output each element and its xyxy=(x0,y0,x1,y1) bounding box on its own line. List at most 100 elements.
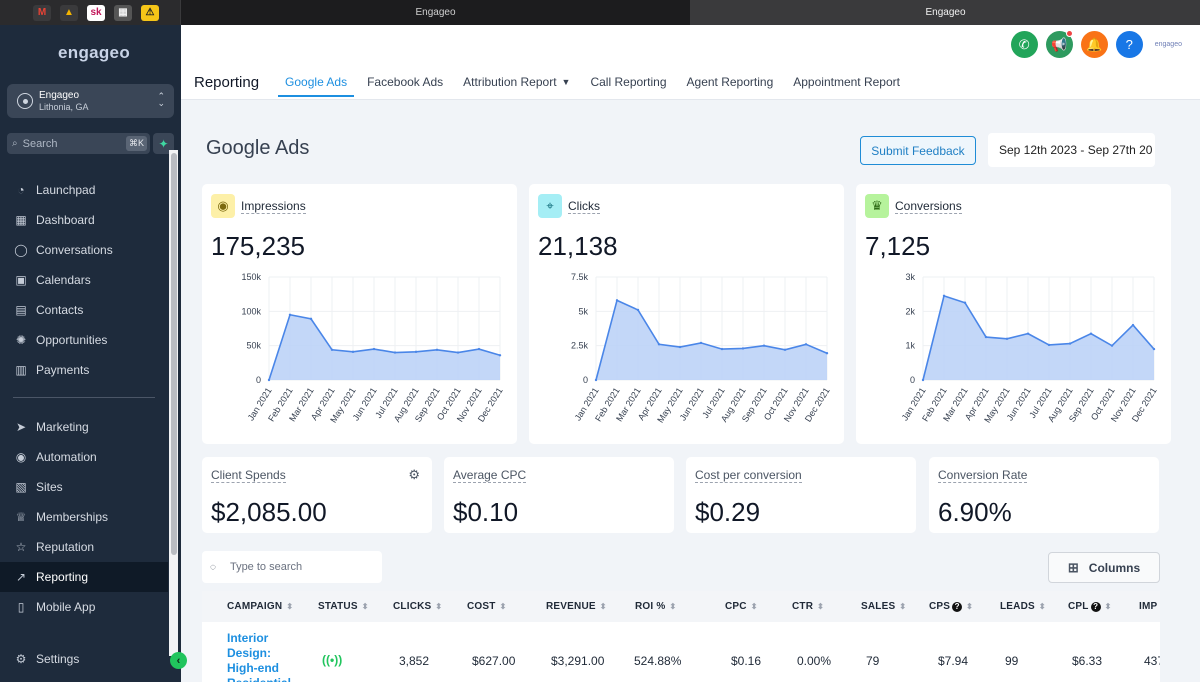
sidebar-item-label: Launchpad xyxy=(36,183,96,197)
star-icon: ☆ xyxy=(15,540,27,554)
sidebar-item-mobile-app[interactable]: ▯ Mobile App xyxy=(0,592,168,622)
metric-card-header: ⌖ Clicks xyxy=(538,194,600,218)
sidebar-item-label: Opportunities xyxy=(36,333,108,347)
chat-icon: ◯ xyxy=(14,243,28,257)
browser-tab[interactable]: Engageo xyxy=(180,0,690,25)
sidebar-item-label: Calendars xyxy=(36,273,91,287)
gmail-icon[interactable]: M xyxy=(33,4,51,21)
sidebar-item-settings[interactable]: ⚙ Settings xyxy=(0,644,168,674)
app-logo[interactable]: engageo xyxy=(58,43,131,62)
table-cell: 437 xyxy=(1144,654,1160,668)
campaign-link[interactable]: Interior Design: High-end Residential xyxy=(227,631,291,682)
column-header-campaign[interactable]: CAMPAIGN ⬍ xyxy=(227,601,293,612)
columns-label: Columns xyxy=(1088,560,1141,575)
table-cell: 79 xyxy=(866,654,880,668)
column-header-ctr[interactable]: CTR ⬍ xyxy=(792,601,824,612)
account-switcher[interactable]: Engageo Lithonia, GA ⌃ ⌄ xyxy=(7,84,174,118)
column-header-sales[interactable]: SALES ⬍ xyxy=(861,601,906,612)
series-line xyxy=(922,294,1155,381)
sidebar-item-calendars[interactable]: ▣ Calendars xyxy=(0,265,168,295)
metric-card-header: ◉ Impressions xyxy=(211,194,306,218)
tab-appointment-report[interactable]: Appointment Report xyxy=(793,67,900,97)
section-title: Reporting xyxy=(194,73,260,91)
tab-call-reporting[interactable]: Call Reporting xyxy=(590,67,666,97)
sidebar-item-contacts[interactable]: ▤ Contacts xyxy=(0,295,168,325)
sidebar-item-conversations[interactable]: ◯ Conversations xyxy=(0,235,168,265)
column-header-cpc[interactable]: CPC ⬍ xyxy=(725,601,758,612)
browser-tab-active[interactable]: Engageo xyxy=(690,0,1200,25)
sidebar-item-sites[interactable]: ▧ Sites xyxy=(0,472,168,502)
kpi-card-cost-per-conversion: Cost per conversion $0.29 xyxy=(686,457,916,533)
data-point xyxy=(921,378,925,382)
column-header-clicks[interactable]: CLICKS ⬍ xyxy=(393,601,442,612)
column-header-revenue[interactable]: REVENUE ⬍ xyxy=(546,601,607,612)
column-header-leads[interactable]: LEADS ⬍ xyxy=(1000,601,1046,612)
broadcast-status-icon: ((•)) xyxy=(322,653,343,667)
column-header-cost[interactable]: COST ⬍ xyxy=(467,601,507,612)
area-fill xyxy=(596,300,827,380)
sidebar-item-reporting[interactable]: ↗ Reporting xyxy=(0,562,168,592)
collapse-sidebar-button[interactable]: ‹ xyxy=(170,652,187,669)
mobile-icon: ▯ xyxy=(17,600,25,614)
browser-tab-bar: M ▲ sk ▦ ⚠ Engageo Engageo xyxy=(0,0,1200,25)
column-header-cps[interactable]: CPS? ⬍ xyxy=(929,601,973,612)
sidebar-item-payments[interactable]: ▥ Payments xyxy=(0,355,168,385)
sort-icon: ⬍ xyxy=(669,602,677,611)
column-header-status[interactable]: STATUS ⬍ xyxy=(318,601,369,612)
data-point xyxy=(330,348,334,351)
column-header-roi[interactable]: ROI % ⬍ xyxy=(635,601,676,612)
sketch-icon[interactable]: ⚠ xyxy=(141,4,159,21)
sidebar-search[interactable]: ⌕ Search ⌘K xyxy=(7,133,150,154)
sidebar-item-marketing[interactable]: ➤ Marketing xyxy=(0,412,168,442)
tab-attribution-report[interactable]: Attribution Report ▼ xyxy=(463,67,570,97)
column-header-cpl[interactable]: CPL? ⬍ xyxy=(1068,601,1112,612)
y-tick-label: 0 xyxy=(256,375,261,385)
sort-icon: ⬍ xyxy=(499,602,507,611)
trend-icon: ↗ xyxy=(15,570,27,584)
table-cell: $7.94 xyxy=(938,654,969,668)
tab-label: Call Reporting xyxy=(590,75,667,89)
date-range-picker[interactable]: Sep 12th 2023 - Sep 27th 20 xyxy=(988,133,1155,167)
sidebar-item-automation[interactable]: ◉ Automation xyxy=(0,442,168,472)
bell-button[interactable]: 🔔 xyxy=(1080,31,1108,58)
table-cell: $627.00 xyxy=(472,654,516,668)
tab-facebook-ads[interactable]: Facebook Ads xyxy=(367,67,443,97)
gear-icon: ⚙ xyxy=(15,652,27,666)
help-button[interactable]: ? xyxy=(1115,31,1143,58)
area-fill xyxy=(269,314,500,380)
column-header-label: CAMPAIGN xyxy=(227,601,283,612)
phone-button[interactable]: ✆ xyxy=(1010,31,1038,58)
megaphone-button[interactable]: 📢 xyxy=(1045,30,1073,58)
phone-icon: ✆ xyxy=(1018,36,1030,52)
kpi-value: $0.29 xyxy=(695,497,761,527)
y-tick-label: 7.5k xyxy=(571,272,589,282)
sk-icon[interactable]: sk xyxy=(87,4,105,21)
table-search-input[interactable]: ◌ Type to search xyxy=(202,551,382,583)
sidebar-scrollbar[interactable] xyxy=(171,153,177,555)
columns-button[interactable]: ⊞ Columns xyxy=(1048,552,1160,583)
data-point xyxy=(1068,342,1072,345)
data-point xyxy=(594,378,598,382)
data-point xyxy=(456,351,460,354)
tab-google-ads[interactable]: Google Ads xyxy=(278,67,355,97)
sidebar-item-label: Dashboard xyxy=(36,213,95,227)
sidebar-item-launchpad[interactable]: ◔ Launchpad xyxy=(0,175,168,205)
gear-icon[interactable]: ⚙ xyxy=(408,467,420,482)
column-header-imp[interactable]: IMP xyxy=(1139,601,1157,612)
clicks-icon: ⌖ xyxy=(538,194,562,218)
sidebar-item-reputation[interactable]: ☆ Reputation xyxy=(0,532,168,562)
table-cell: 524.88% xyxy=(634,654,682,668)
data-point xyxy=(309,317,313,321)
sidebar-item-dashboard[interactable]: ▦ Dashboard xyxy=(0,205,168,235)
data-point xyxy=(435,348,439,351)
calendar-icon[interactable]: ▦ xyxy=(114,4,132,21)
kpi-card-average-cpc: Average CPC $0.10 xyxy=(444,457,674,533)
google-drive-icon[interactable]: ▲ xyxy=(60,4,78,21)
submit-feedback-button[interactable]: Submit Feedback xyxy=(860,136,976,165)
table-cell: 3,852 xyxy=(399,654,430,668)
sidebar-item-memberships[interactable]: ♕ Memberships xyxy=(0,502,168,532)
sidebar-item-opportunities[interactable]: ✺ Opportunities xyxy=(0,325,168,355)
tab-agent-reporting[interactable]: Agent Reporting xyxy=(687,67,774,97)
metric-label: Impressions xyxy=(241,198,306,214)
ai-sparkle-button[interactable]: ✦ xyxy=(153,133,174,154)
